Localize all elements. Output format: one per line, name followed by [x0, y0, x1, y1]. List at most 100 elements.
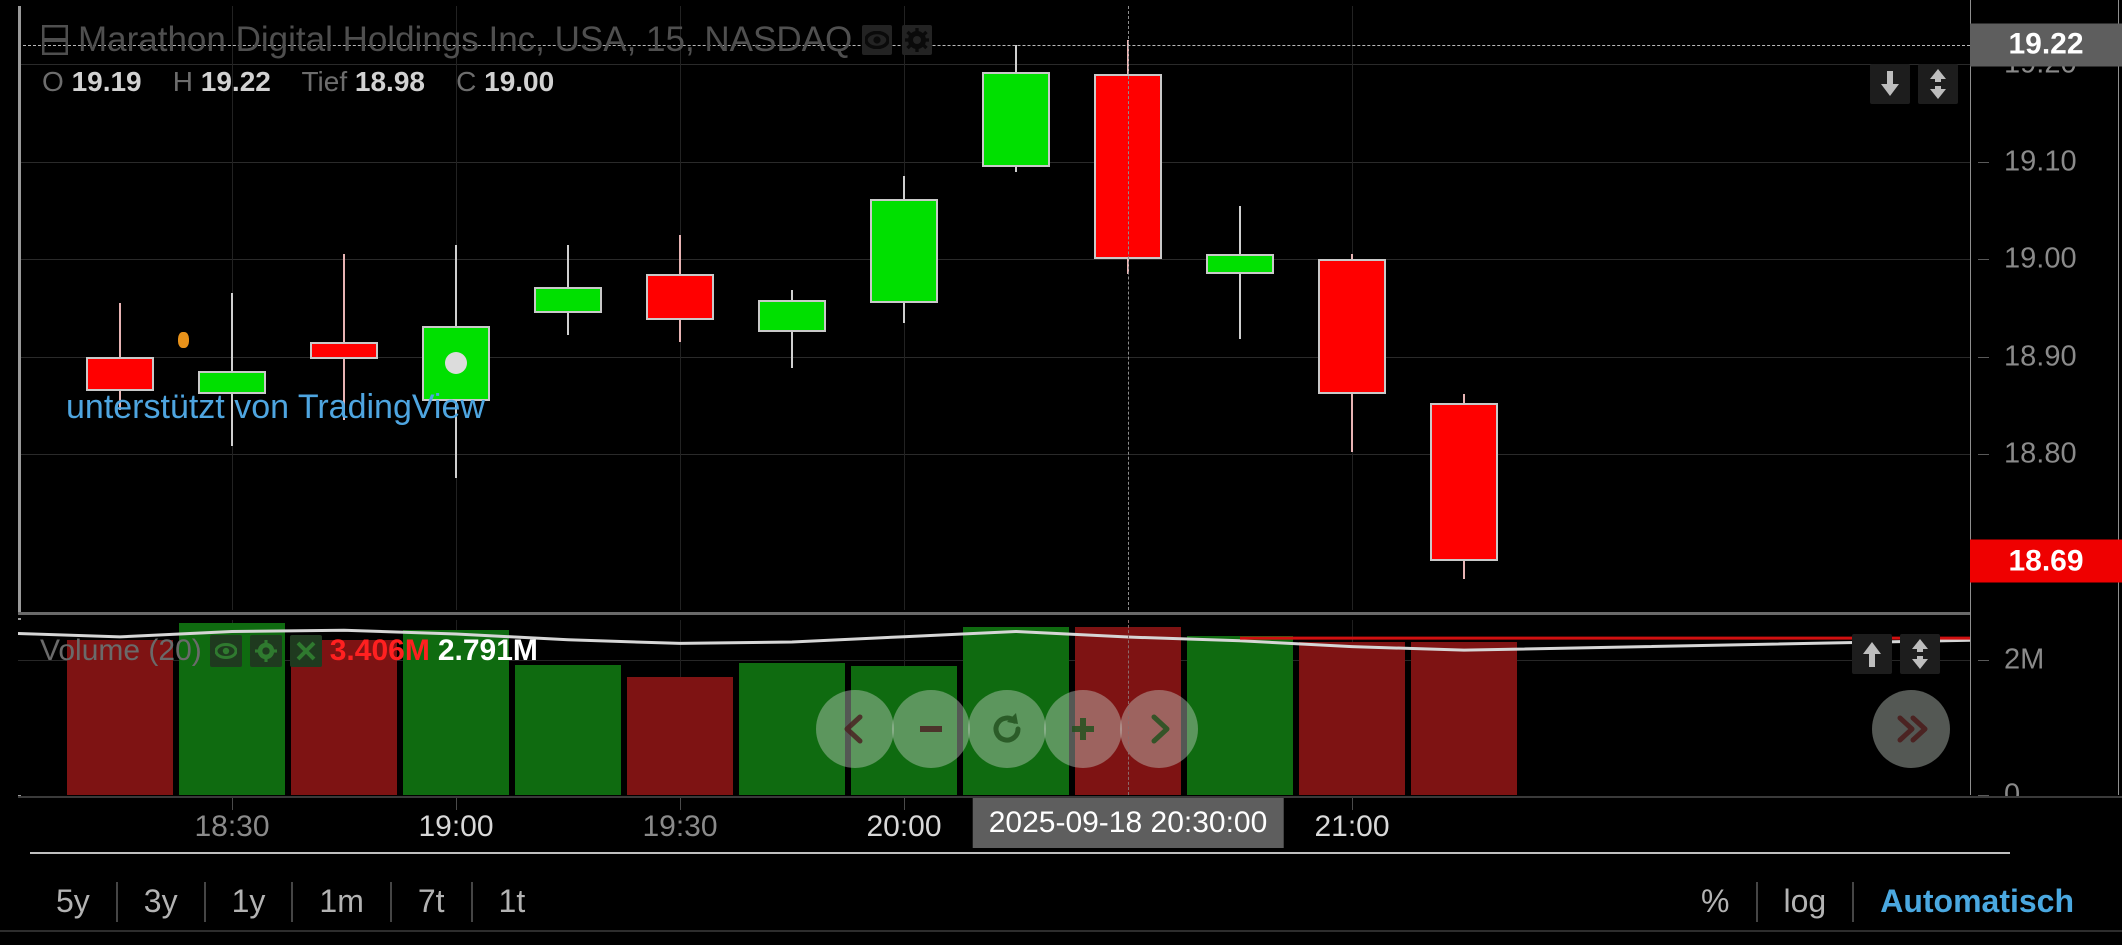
price-tick-label: 19.10: [2004, 145, 2077, 178]
price-pane-move-updown-button[interactable]: [1918, 64, 1958, 104]
toolbar-separator: [389, 881, 392, 922]
log-scale-button[interactable]: log: [1783, 883, 1827, 919]
volume-bar[interactable]: [515, 665, 621, 795]
candle-body[interactable]: [1318, 259, 1386, 394]
volume-pane[interactable]: Volume (20) 3.406M 2.791M: [18, 620, 1970, 795]
scale-options-group: % log Automatisch: [1675, 881, 2122, 922]
candle-body[interactable]: [86, 356, 154, 391]
chart-legend-title-row: Marathon Digital Holdings Inc, USA, 15, …: [42, 20, 933, 60]
range-button-7t[interactable]: 7t: [417, 883, 445, 919]
price-pane-left-border: [18, 6, 21, 612]
time-scale-axis[interactable]: 18:30 19:00 19:30 20:00 21:00 2025-09-18 20:3…: [18, 798, 2122, 852]
position-marker-dot[interactable]: [445, 352, 467, 375]
percent-scale-button[interactable]: %: [1701, 883, 1730, 919]
volume-ma-value: 3.406M: [329, 634, 430, 667]
minus-icon[interactable]: [892, 690, 970, 768]
volume-tick-mark: [1978, 660, 1989, 662]
price-tick-mark: [1978, 454, 1989, 456]
price-pane-move-down-button[interactable]: [1870, 64, 1910, 104]
chevron-right-icon[interactable]: [1120, 690, 1198, 768]
range-button-1t[interactable]: 1t: [498, 883, 526, 919]
range-button-1m[interactable]: 1m: [319, 883, 364, 919]
candle-wick: [231, 293, 233, 447]
range-button-5y[interactable]: 5y: [56, 883, 90, 919]
low-value: 18.98: [354, 66, 425, 97]
volume-value: 2.791M: [437, 634, 538, 667]
high-value: 19.22: [200, 66, 271, 97]
gear-icon[interactable]: [249, 635, 282, 667]
double-chevron-right-icon[interactable]: [1872, 690, 1950, 768]
toolbar-separator: [115, 881, 118, 922]
price-gridline: [18, 64, 1970, 66]
range-buttons-group: 5y 3y 1y 1m 7t 1t: [0, 881, 551, 922]
toolbar-separator: [470, 881, 473, 922]
eye-icon[interactable]: [209, 635, 242, 667]
last-price-badge: 18.69: [1970, 539, 2122, 583]
candle-body[interactable]: [646, 273, 714, 320]
range-button-3y[interactable]: 3y: [143, 883, 178, 919]
ohlc-legend-row: O 19.19 H 19.22 Tief 18.98 C 19.00: [42, 66, 554, 98]
price-gridline: [18, 259, 1970, 261]
volume-bar[interactable]: [1411, 641, 1517, 795]
close-label: C: [456, 66, 477, 97]
volume-bar[interactable]: [627, 677, 733, 795]
volume-pane-move-updown-button[interactable]: [1900, 634, 1940, 674]
volume-bar[interactable]: [403, 630, 509, 795]
time-axis-top-border: [18, 796, 2122, 798]
price-plot-area: [18, 6, 1970, 610]
price-tick-mark: [1978, 259, 1989, 261]
volume-bar[interactable]: [67, 640, 173, 795]
high-label: H: [172, 66, 193, 97]
page-title[interactable]: Marathon Digital Holdings Inc, USA, 15, …: [78, 20, 853, 59]
time-tick-mark: [904, 798, 905, 810]
volume-tick-label: 2M: [2004, 643, 2045, 676]
candle-body[interactable]: [310, 342, 378, 359]
price-chart-pane[interactable]: Marathon Digital Holdings Inc, USA, 15, …: [18, 6, 1970, 610]
time-tick-label: 19:00: [418, 810, 494, 843]
crosshair-horizontal: [18, 44, 1970, 46]
candle-body[interactable]: [198, 371, 266, 394]
collapse-icon[interactable]: [42, 24, 68, 56]
volume-bar[interactable]: [1299, 641, 1405, 795]
price-tick-label: 18.80: [2004, 437, 2077, 470]
gear-icon[interactable]: [902, 25, 933, 55]
time-tick-label: 21:00: [1314, 810, 1390, 843]
candle-body[interactable]: [1206, 254, 1274, 274]
range-button-1y[interactable]: 1y: [231, 883, 266, 919]
volume-bar[interactable]: [1187, 636, 1293, 795]
toolbar-top-border: [30, 852, 2010, 854]
volume-bar[interactable]: [739, 663, 845, 795]
candle-body[interactable]: [982, 72, 1050, 167]
toolbar-separator: [1852, 881, 1855, 922]
candle-body[interactable]: [1430, 403, 1498, 562]
price-axis-right-border: [2118, 0, 2119, 620]
close-icon[interactable]: [289, 635, 322, 667]
price-tick-label: 19.00: [2004, 242, 2077, 275]
time-tick-label: 19:30: [642, 810, 718, 843]
volume-scale-axis[interactable]: 2M 0: [1970, 620, 2122, 811]
volume-legend-title[interactable]: Volume (20): [40, 634, 202, 667]
volume-bar[interactable]: [963, 627, 1069, 795]
volume-axis-left-border: [1970, 620, 1971, 795]
auto-scale-button[interactable]: Automatisch: [1880, 883, 2074, 919]
volume-crosshair-vertical: [1128, 620, 1129, 795]
toolbar-separator: [1755, 881, 1758, 922]
candle-body[interactable]: [534, 286, 602, 313]
candle-body[interactable]: [758, 300, 826, 333]
price-axis-left-border: [1970, 0, 1971, 620]
toolbar-separator: [291, 881, 294, 922]
plus-icon[interactable]: [1044, 690, 1122, 768]
time-tick-mark: [1352, 798, 1353, 810]
time-tick-mark: [456, 798, 457, 810]
candle-body[interactable]: [870, 198, 938, 304]
alert-marker-dot[interactable]: [178, 332, 189, 348]
open-label: O: [42, 66, 64, 97]
volume-threshold-line: [1240, 636, 1970, 640]
eye-icon[interactable]: [862, 25, 893, 55]
volume-pane-move-up-button[interactable]: [1852, 634, 1892, 674]
reset-icon[interactable]: [968, 690, 1046, 768]
chevron-left-icon[interactable]: [816, 690, 894, 768]
pane-divider[interactable]: [18, 612, 1970, 615]
time-tick-mark: [680, 798, 681, 810]
